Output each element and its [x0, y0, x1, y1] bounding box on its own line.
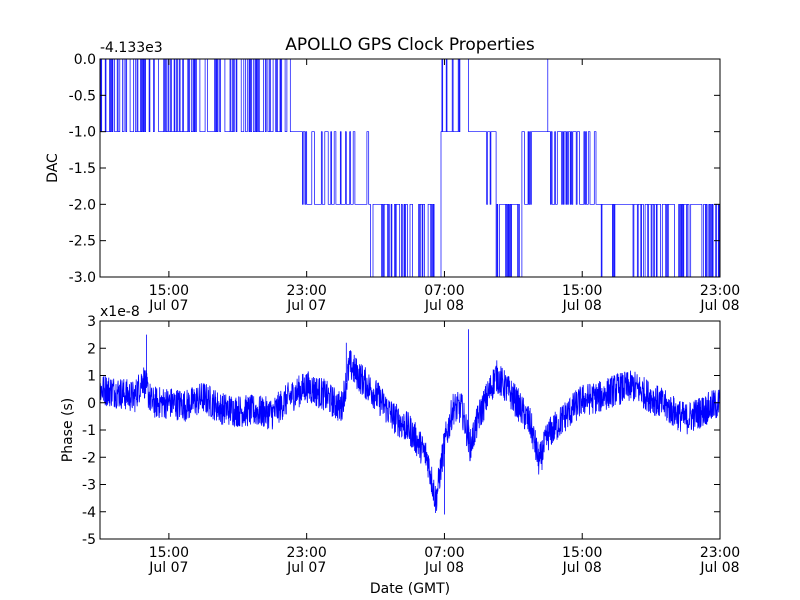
phase-offset-text: x1e-8	[100, 304, 140, 320]
x-tick-label-date: Jul 08	[562, 560, 602, 576]
dac-y-ticks: 0.0 -0.5 -1.0 -1.5 -2.0 -2.5 -3.0	[69, 52, 720, 286]
y-tick-label: -1.0	[69, 125, 96, 141]
x-tick-label-date: Jul 07	[148, 560, 188, 576]
x-tick-label-time: 15:00	[149, 283, 189, 299]
x-tick-label-date: Jul 08	[699, 560, 739, 576]
y-tick-label: -2	[82, 450, 96, 466]
y-tick-label: 3	[87, 314, 96, 330]
x-tick-label-date: Jul 08	[424, 560, 464, 576]
y-tick-label: -0.5	[69, 88, 96, 104]
x-tick-label-date: Jul 07	[286, 560, 326, 576]
x-tick-label-time: 23:00	[286, 545, 326, 561]
dac-panel: -4.133e3 DAC 0.0 -0.5 -1.0 -1.5 -2.0 -2.5 -3.0…	[45, 40, 740, 314]
x-tick-label-time: 07:00	[424, 283, 464, 299]
y-tick-label: -3	[82, 478, 96, 494]
y-tick-label: 1	[87, 369, 96, 385]
y-tick-label: -1.5	[69, 161, 96, 177]
dac-y-axis-label: DAC	[45, 153, 61, 183]
phase-y-ticks: 3 2 1 0 -1 -2 -3 -4 -5	[82, 314, 720, 548]
x-tick-label-time: 07:00	[424, 545, 464, 561]
dac-offset-text: -4.133e3	[100, 40, 163, 56]
y-tick-label: 0	[87, 396, 96, 412]
x-tick-label-date: Jul 08	[699, 298, 739, 314]
y-tick-label: -1	[82, 423, 96, 439]
phase-series-line	[99, 329, 721, 515]
x-tick-label-date: Jul 07	[148, 298, 188, 314]
y-tick-label: -4	[82, 505, 96, 521]
x-tick-label-date: Jul 07	[286, 298, 326, 314]
y-tick-label: 0.0	[74, 52, 96, 68]
x-tick-label-time: 15:00	[149, 545, 189, 561]
y-tick-label: -2.0	[69, 197, 96, 213]
chart-title: APOLLO GPS Clock Properties	[285, 35, 535, 55]
phase-line	[99, 329, 721, 515]
y-tick-label: 2	[87, 341, 96, 357]
phase-y-axis-label: Phase (s)	[60, 398, 76, 462]
y-tick-label: -3.0	[69, 270, 96, 286]
x-tick-label-date: Jul 08	[562, 298, 602, 314]
y-tick-label: -5	[82, 532, 96, 548]
x-tick-label-date: Jul 08	[424, 298, 464, 314]
x-tick-label-time: 15:00	[562, 283, 602, 299]
y-tick-label: -2.5	[69, 234, 96, 250]
x-axis-label: Date (GMT)	[370, 581, 450, 597]
x-tick-label-time: 23:00	[700, 545, 740, 561]
x-tick-label-time: 23:00	[700, 283, 740, 299]
x-tick-label-time: 23:00	[286, 283, 326, 299]
x-tick-label-time: 15:00	[562, 545, 602, 561]
